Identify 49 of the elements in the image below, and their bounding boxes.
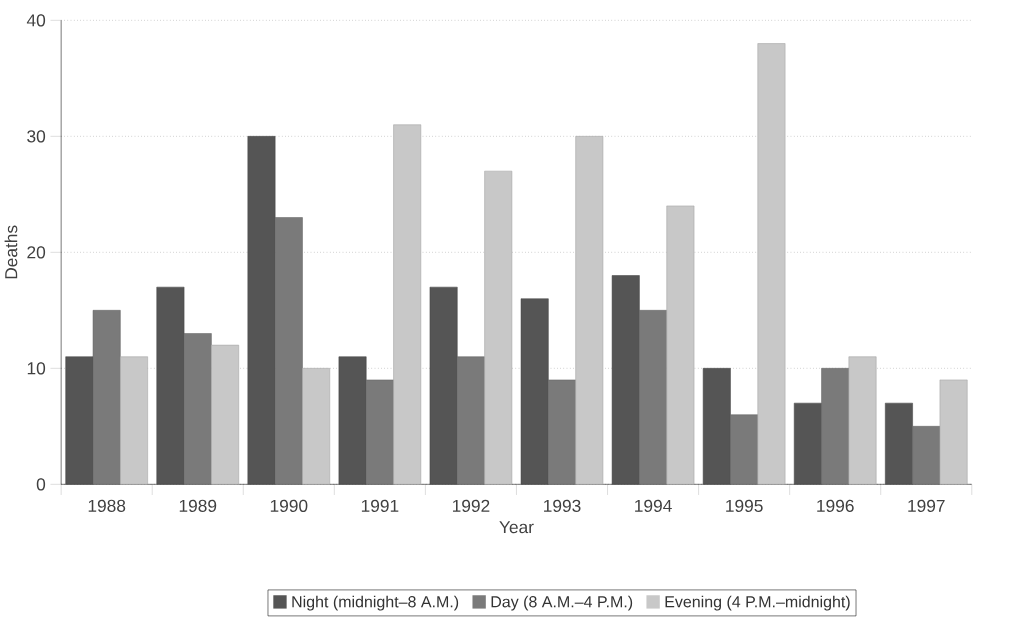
bar xyxy=(639,310,667,485)
bar xyxy=(520,298,549,485)
bar xyxy=(611,275,640,485)
bar xyxy=(793,402,822,485)
y-tick-label: 0 xyxy=(36,478,46,491)
bar xyxy=(885,402,913,485)
bar xyxy=(575,136,604,485)
x-tick-label: 1989 xyxy=(179,499,217,512)
x-tick-label: 1995 xyxy=(726,499,763,512)
bar xyxy=(302,368,331,485)
bar xyxy=(457,356,485,485)
x-tick-label: 1991 xyxy=(361,499,399,512)
bar xyxy=(484,170,513,485)
x-tick-label: 1988 xyxy=(88,499,126,512)
bar xyxy=(183,333,212,485)
bar xyxy=(274,217,303,485)
bar xyxy=(757,43,786,485)
x-tick-label: 1994 xyxy=(635,499,672,512)
x-tick-label: 1992 xyxy=(452,499,490,512)
bar xyxy=(429,286,458,485)
y-tick-label: 20 xyxy=(27,246,46,259)
bar xyxy=(156,286,185,485)
bar xyxy=(912,426,941,485)
bar xyxy=(247,136,276,485)
legend-label: Evening (4 P.M.–midnight) xyxy=(665,595,850,611)
y-tick-label: 30 xyxy=(27,130,46,143)
x-axis-title: Year xyxy=(499,521,534,534)
bar xyxy=(393,124,422,485)
bar xyxy=(939,379,968,485)
y-axis-title: Deaths xyxy=(4,225,18,279)
legend-label: Day (8 A.M.–4 P.M.) xyxy=(491,595,633,611)
bar xyxy=(702,368,731,485)
bar xyxy=(65,356,94,485)
bar xyxy=(548,379,576,485)
bar xyxy=(365,379,394,485)
bar xyxy=(211,344,239,485)
y-tick-label: 10 xyxy=(27,362,46,375)
x-tick-label: 1993 xyxy=(544,499,581,512)
legend-label: Night (midnight–8 A.M.) xyxy=(292,595,459,611)
bar xyxy=(338,356,367,485)
x-tick-label: 1990 xyxy=(270,499,308,512)
bar xyxy=(92,310,121,485)
y-tick-label: 40 xyxy=(26,14,46,27)
bar xyxy=(730,414,759,485)
bar xyxy=(666,205,695,485)
bar xyxy=(120,356,148,485)
x-tick-label: 1996 xyxy=(817,499,854,512)
x-tick-label: 1997 xyxy=(908,499,945,512)
bar xyxy=(848,356,877,485)
